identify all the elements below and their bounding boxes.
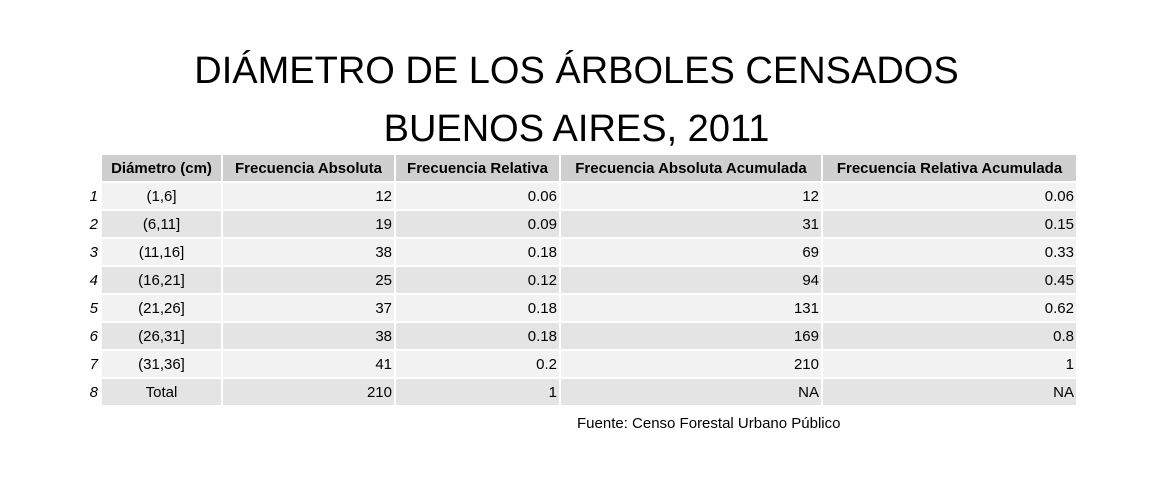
column-header: Frecuencia Absoluta Acumulada <box>561 155 821 181</box>
diameter-class-cell: (31,36] <box>102 351 221 377</box>
value-cell: 0.15 <box>823 211 1076 237</box>
value-cell: 169 <box>561 323 821 349</box>
diameter-class-cell: (11,16] <box>102 239 221 265</box>
value-cell: NA <box>823 379 1076 405</box>
value-cell: 19 <box>223 211 394 237</box>
value-cell: 94 <box>561 267 821 293</box>
value-cell: 210 <box>561 351 821 377</box>
diameter-class-cell: (1,6] <box>102 183 221 209</box>
diameter-class-cell: Total <box>102 379 221 405</box>
row-index: 4 <box>89 271 98 289</box>
diameter-class-cell: (21,26] <box>102 295 221 321</box>
value-cell: NA <box>561 379 821 405</box>
value-cell: 12 <box>561 183 821 209</box>
column-header: Diámetro (cm) <box>102 155 221 181</box>
table-row: 5 (21,26] 37 0.18 131 0.62 <box>82 295 1076 321</box>
value-cell: 38 <box>223 239 394 265</box>
table-row: 7 (31,36] 41 0.2 210 1 <box>82 351 1076 377</box>
value-cell: 25 <box>223 267 394 293</box>
value-cell: 0.06 <box>823 183 1076 209</box>
value-cell: 0.18 <box>396 295 559 321</box>
table-row: 6 (26,31] 38 0.18 169 0.8 <box>82 323 1076 349</box>
value-cell: 0.62 <box>823 295 1076 321</box>
row-index: 6 <box>89 327 98 345</box>
row-index: 5 <box>89 299 98 317</box>
table-body: 1 (1,6] 12 0.06 12 0.06 2 (6,11] 19 0.09 31 0.15 3 (1… <box>82 183 1076 405</box>
row-index: 1 <box>89 187 98 205</box>
source-note: Fuente: Censo Forestal Urbano Público <box>577 415 841 432</box>
diameter-class-cell: (26,31] <box>102 323 221 349</box>
row-index: 2 <box>89 215 98 233</box>
value-cell: 1 <box>823 351 1076 377</box>
chart-title: DIÁMETRO DE LOS ÁRBOLES CENSADOS <box>194 50 959 92</box>
value-cell: 69 <box>561 239 821 265</box>
value-cell: 0.12 <box>396 267 559 293</box>
row-index: 7 <box>89 355 98 373</box>
value-cell: 38 <box>223 323 394 349</box>
column-header: Frecuencia Absoluta <box>223 155 394 181</box>
table-row: 3 (11,16] 38 0.18 69 0.33 <box>82 239 1076 265</box>
value-cell: 12 <box>223 183 394 209</box>
value-cell: 31 <box>561 211 821 237</box>
value-cell: 0.09 <box>396 211 559 237</box>
value-cell: 0.45 <box>823 267 1076 293</box>
frequency-table: Diámetro (cm) Frecuencia Absoluta Frecue… <box>80 153 1078 407</box>
row-index: 3 <box>89 243 98 261</box>
chart-subtitle: BUENOS AIRES, 2011 <box>383 108 770 150</box>
value-cell: 0.06 <box>396 183 559 209</box>
value-cell: 0.2 <box>396 351 559 377</box>
table-row: 2 (6,11] 19 0.09 31 0.15 <box>82 211 1076 237</box>
value-cell: 41 <box>223 351 394 377</box>
table-header-row: Diámetro (cm) Frecuencia Absoluta Frecue… <box>82 155 1076 181</box>
column-header: Frecuencia Relativa Acumulada <box>823 155 1076 181</box>
diameter-class-cell: (16,21] <box>102 267 221 293</box>
table-row: 1 (1,6] 12 0.06 12 0.06 <box>82 183 1076 209</box>
diameter-class-cell: (6,11] <box>102 211 221 237</box>
index-header <box>82 155 100 181</box>
value-cell: 37 <box>223 295 394 321</box>
value-cell: 0.18 <box>396 239 559 265</box>
value-cell: 1 <box>396 379 559 405</box>
value-cell: 0.33 <box>823 239 1076 265</box>
value-cell: 210 <box>223 379 394 405</box>
table-row: 8 Total 210 1 NA NA <box>82 379 1076 405</box>
value-cell: 131 <box>561 295 821 321</box>
value-cell: 0.18 <box>396 323 559 349</box>
row-index: 8 <box>89 383 98 401</box>
table-row: 4 (16,21] 25 0.12 94 0.45 <box>82 267 1076 293</box>
column-header: Frecuencia Relativa <box>396 155 559 181</box>
value-cell: 0.8 <box>823 323 1076 349</box>
